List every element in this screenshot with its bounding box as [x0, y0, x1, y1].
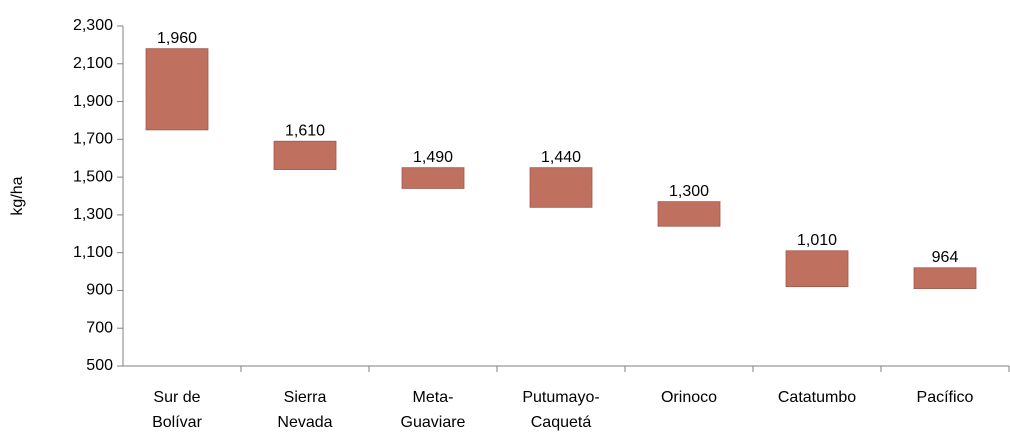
- y-tick-label: 700: [86, 319, 113, 336]
- bar: [529, 167, 593, 208]
- x-tick-label: Guaviare: [401, 414, 466, 431]
- bar: [273, 140, 337, 170]
- y-tick-label: 1,900: [73, 93, 113, 110]
- bar: [785, 250, 849, 288]
- data-label: 1,610: [285, 122, 325, 139]
- data-label: 1,490: [413, 149, 453, 166]
- x-tick-label: Nevada: [277, 414, 332, 431]
- y-tick-label: 2,100: [73, 55, 113, 72]
- x-tick-label: Caquetá: [531, 414, 592, 431]
- y-axis-title: kg/ha: [9, 176, 26, 215]
- x-tick-label: Pacífico: [917, 389, 974, 406]
- x-tick-label: Putumayo-: [522, 389, 599, 406]
- y-tick-label: 500: [86, 357, 113, 374]
- x-tick-label: Catatumbo: [778, 389, 856, 406]
- x-tick-label: Meta-: [413, 389, 454, 406]
- data-label: 1,010: [797, 232, 837, 249]
- y-tick-label: 1,500: [73, 168, 113, 185]
- bar: [657, 201, 721, 227]
- x-tick-label: Sierra: [284, 389, 327, 406]
- bar: [145, 48, 209, 131]
- y-tick-label: 1,700: [73, 131, 113, 148]
- y-tick-label: 1,100: [73, 244, 113, 261]
- x-tick-label: Orinoco: [661, 389, 717, 406]
- data-label: 964: [932, 249, 959, 266]
- x-tick-label: Bolívar: [152, 414, 202, 431]
- bar: [401, 167, 465, 189]
- y-tick-label: 900: [86, 282, 113, 299]
- data-label: 1,960: [157, 30, 197, 47]
- y-tick-label: 2,300: [73, 17, 113, 34]
- data-label: 1,440: [541, 149, 581, 166]
- data-label: 1,300: [669, 183, 709, 200]
- y-tick-label: 1,300: [73, 206, 113, 223]
- x-tick-label: Sur de: [153, 389, 200, 406]
